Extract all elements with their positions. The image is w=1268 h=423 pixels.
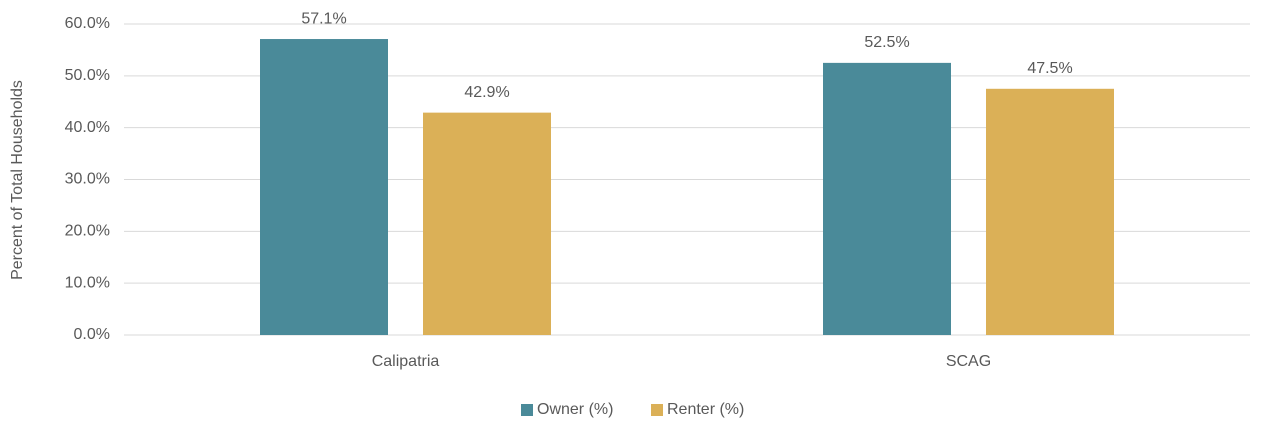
- y-tick-label: 50.0%: [65, 67, 110, 84]
- legend-label: Owner (%): [537, 401, 613, 418]
- legend-swatch: [651, 404, 663, 416]
- legend-label: Renter (%): [667, 401, 744, 418]
- y-tick-label: 0.0%: [74, 326, 110, 343]
- y-tick-label: 10.0%: [65, 274, 110, 291]
- x-tick-label: SCAG: [946, 353, 991, 370]
- y-tick-label: 60.0%: [65, 15, 110, 32]
- legend-swatch: [521, 404, 533, 416]
- bar: [423, 112, 551, 335]
- x-tick-label: Calipatria: [372, 353, 440, 370]
- value-label: 42.9%: [464, 84, 509, 101]
- y-tick-label: 30.0%: [65, 171, 110, 188]
- bar: [260, 39, 388, 335]
- y-tick-label: 20.0%: [65, 223, 110, 240]
- value-label: 47.5%: [1027, 60, 1072, 77]
- y-tick-label: 40.0%: [65, 119, 110, 136]
- bar: [823, 62, 951, 335]
- bar: [986, 88, 1114, 336]
- value-label: 52.5%: [864, 34, 909, 51]
- value-label: 57.1%: [301, 10, 346, 27]
- y-axis-title: Percent of Total Households: [9, 80, 26, 280]
